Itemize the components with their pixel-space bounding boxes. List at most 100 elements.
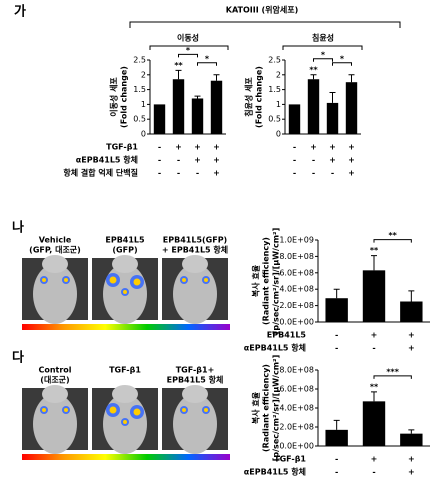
- y-tick-label: 1: [276, 100, 281, 109]
- condition-label: αEPB41L5 항체: [244, 467, 306, 477]
- error-bar: [371, 255, 377, 271]
- bar: [400, 301, 423, 322]
- y-tick-label: 0.5: [268, 115, 281, 124]
- condition-sign: +: [213, 169, 220, 178]
- mouse-head: [42, 255, 68, 273]
- condition-label: αEPB41L5 항체: [244, 343, 306, 353]
- y-axis-label: 이동성 세포: [109, 77, 119, 117]
- condition-sign: +: [348, 169, 355, 178]
- mouse-head: [182, 255, 208, 273]
- error-bar: [329, 92, 336, 103]
- condition-sign: -: [158, 169, 161, 178]
- y-tick-label: 2.0E+08: [279, 423, 314, 432]
- image-caption: Vehicle: [39, 236, 72, 245]
- error-bar: [213, 74, 220, 81]
- signal: [133, 278, 141, 286]
- condition-sign: +: [329, 156, 336, 165]
- significance-label: *: [321, 50, 326, 59]
- y-tick-label: 1.5: [133, 85, 146, 94]
- y-tick-label: 1.0E+09: [279, 236, 314, 245]
- bar: [210, 80, 223, 134]
- signal: [42, 408, 46, 412]
- y-tick-label: 4.0E+08: [279, 404, 314, 413]
- y-axis-label: [p/sec/cm²/sr]/[μW/cm²]: [272, 228, 281, 334]
- y-axis-label: (Fold change): [255, 66, 264, 128]
- signal: [133, 408, 141, 416]
- bar: [325, 429, 348, 446]
- y-tick-label: 2.5: [268, 56, 281, 65]
- condition-sign: -: [177, 169, 180, 178]
- y-tick-label: 1.5: [268, 85, 281, 94]
- bar: [325, 298, 348, 322]
- condition-sign: -: [312, 169, 315, 178]
- panel-header: KATOIII (위암세포): [226, 5, 299, 15]
- y-tick-label: 2.0E+08: [279, 301, 314, 310]
- bar: [345, 82, 358, 134]
- panel-label: 다: [12, 350, 24, 366]
- image-caption: TGF-β1+: [176, 366, 215, 375]
- y-tick-label: 6.0E+08: [279, 385, 314, 394]
- bar: [400, 433, 423, 446]
- significance-bracket: [197, 62, 217, 66]
- signal: [123, 290, 127, 294]
- condition-sign: +: [213, 143, 220, 152]
- condition-label: αEPB41L5 항체: [76, 155, 138, 165]
- bar: [362, 401, 386, 446]
- condition-sign: -: [293, 156, 296, 165]
- condition-sign: -: [335, 455, 338, 464]
- y-tick-label: 0.0E+00: [279, 442, 314, 451]
- condition-sign: -: [158, 156, 161, 165]
- y-axis-label: (Radiant efficiency): [262, 364, 271, 452]
- signal: [42, 278, 46, 282]
- y-axis-label: (Fold change): [120, 66, 129, 128]
- significance-label: **: [174, 61, 183, 70]
- y-tick-label: 8.0E+08: [279, 252, 314, 261]
- signal: [182, 408, 186, 412]
- signal: [204, 408, 208, 412]
- condition-label: EPB41L5: [267, 331, 307, 340]
- y-tick-label: 0: [276, 130, 281, 139]
- signal: [109, 276, 117, 284]
- y-tick-label: 0.0E+00: [279, 318, 314, 327]
- significance-label: *: [340, 54, 345, 63]
- condition-sign: -: [335, 331, 338, 340]
- error-bar: [408, 290, 415, 302]
- y-axis-label: 복사 효율: [251, 391, 261, 424]
- signal: [64, 278, 68, 282]
- condition-sign: -: [293, 143, 296, 152]
- y-axis-label: 복사 효율: [251, 264, 261, 297]
- condition-sign: +: [408, 344, 415, 353]
- image-caption: (GFP, 대조군): [29, 245, 81, 255]
- panel-label: 가: [14, 5, 26, 20]
- condition-sign: -: [293, 169, 296, 178]
- mouse-head: [112, 385, 138, 403]
- mouse-head: [42, 385, 68, 403]
- y-axis-label: 침윤성 세포: [244, 77, 254, 117]
- signal: [109, 406, 117, 414]
- y-tick-label: 6.0E+08: [279, 268, 314, 277]
- significance-bracket: [373, 239, 412, 243]
- signal: [123, 420, 127, 424]
- bar: [326, 102, 339, 134]
- significance-label: **: [309, 65, 318, 74]
- bar: [307, 79, 320, 134]
- y-tick-label: 1: [141, 100, 146, 109]
- condition-sign: -: [372, 468, 375, 477]
- chart-title: 침윤성: [312, 33, 334, 43]
- error-bar: [371, 391, 377, 402]
- condition-sign: -: [335, 468, 338, 477]
- significance-label: *: [186, 46, 191, 55]
- y-tick-label: 2.5: [133, 56, 146, 65]
- bar: [172, 79, 185, 134]
- condition-sign: -: [335, 344, 338, 353]
- y-tick-label: 0.5: [133, 115, 146, 124]
- error-bar: [175, 69, 182, 80]
- condition-sign: +: [329, 143, 336, 152]
- bar: [288, 104, 301, 134]
- mouse-head: [182, 385, 208, 403]
- image-caption: EPB41L5 항체: [167, 375, 224, 385]
- signal: [182, 278, 186, 282]
- image-caption: + EPB41L5 항체: [162, 245, 228, 255]
- significance-bracket: [178, 53, 198, 58]
- y-tick-label: 2: [276, 70, 281, 79]
